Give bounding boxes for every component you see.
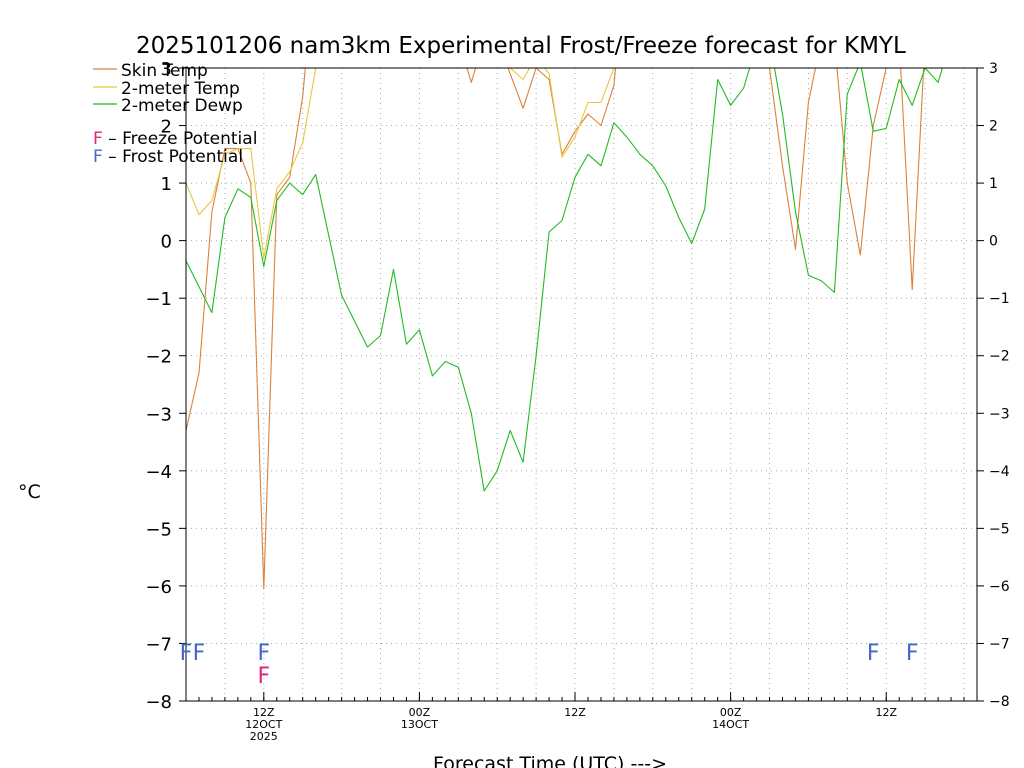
y-tick-label-left: −5 — [145, 519, 172, 540]
x-tick-label: 12Z — [564, 706, 586, 719]
legend-label-2m-dewp: 2-meter Dewp — [121, 96, 243, 116]
plot-frame — [185, 67, 978, 702]
x-tick-label: 12Z — [875, 706, 897, 719]
y-tick-label-left: 0 — [161, 232, 172, 253]
y-tick-label-right: −2 — [989, 349, 1010, 365]
x-axis-label: Forecast Time (UTC) ---> — [433, 753, 667, 768]
potential-flags: F F FFF F — [180, 641, 919, 689]
y-tick-label-left: −8 — [145, 692, 172, 713]
x-tick-label: 12Z — [253, 706, 275, 719]
series-layer — [186, 68, 944, 590]
legend-freeze-letter: F — [93, 129, 103, 149]
y-tick-label-right: −3 — [989, 406, 1010, 422]
y-tick-label-right: 2 — [989, 119, 998, 135]
series-line-2-meter-temp — [186, 68, 615, 259]
y-tick-label-right: 1 — [989, 176, 998, 192]
legend: Skin Temp 2-meter Temp 2-meter Dewp F – … — [93, 61, 257, 167]
y-tick-label-right: −8 — [989, 694, 1010, 710]
y-tick-label-right: −1 — [989, 291, 1010, 307]
frost-potential-marker: F — [180, 641, 193, 666]
legend-label-2m-temp: 2-meter Temp — [121, 79, 240, 99]
x-tick-label: 00Z — [409, 706, 431, 719]
y-tick-label-left: −4 — [145, 462, 172, 483]
legend-label-skin-temp: Skin Temp — [121, 61, 208, 81]
x-tick-label: 14OCT — [712, 718, 749, 731]
y-axis-right: −8 −7 −6 −5 −4 −3 −2 −1 0 1 2 3 — [977, 61, 1010, 710]
frost-potential-marker: F — [193, 641, 206, 666]
y-tick-label-left: −1 — [145, 289, 172, 310]
y-tick-label-right: −5 — [989, 521, 1010, 537]
y-tick-label-left: 2 — [161, 117, 172, 138]
grid-lines — [186, 68, 977, 701]
legend-frost-letter: F — [93, 147, 103, 167]
y-tick-label-left: −3 — [145, 404, 172, 425]
series-line-2-meter-dewp — [186, 68, 944, 492]
frost-potential-marker: F — [867, 641, 880, 666]
y-tick-label-left: 1 — [161, 174, 172, 195]
y-axis-label: °C — [18, 481, 41, 503]
x-tick-label: 00Z — [720, 706, 742, 719]
y-tick-label-left: −6 — [145, 577, 172, 598]
y-tick-label-right: 0 — [989, 234, 998, 250]
freeze-potential-marker: F — [257, 664, 270, 689]
frost-potential-marker: F — [257, 641, 270, 666]
chart-title: 2025101206 nam3km Experimental Frost/Fre… — [136, 33, 906, 59]
y-tick-label-left: −2 — [145, 347, 172, 368]
x-tick-label: 12OCT — [245, 718, 282, 731]
y-tick-label-left: 3 — [161, 59, 172, 80]
y-tick-label-left: −7 — [145, 634, 172, 655]
y-tick-label-right: −7 — [989, 636, 1010, 652]
x-tick-label: 13OCT — [401, 718, 438, 731]
legend-freeze-label: – Freeze Potential — [103, 129, 258, 149]
legend-frost-label: – Frost Potential — [103, 147, 243, 167]
y-tick-label-right: 3 — [989, 61, 998, 77]
y-tick-label-right: −6 — [989, 579, 1010, 595]
y-axis-left: −8 −7 −6 −5 −4 −3 −2 −1 0 1 2 3 — [145, 59, 186, 713]
series-line-skin-temp — [186, 68, 925, 590]
x-tick-label: 2025 — [250, 730, 278, 743]
frost-potential-marker: F — [906, 641, 919, 666]
legend-frost-potential: F – Frost Potential — [93, 147, 243, 167]
legend-freeze-potential: F – Freeze Potential — [93, 129, 257, 149]
y-tick-label-right: −4 — [989, 464, 1010, 480]
